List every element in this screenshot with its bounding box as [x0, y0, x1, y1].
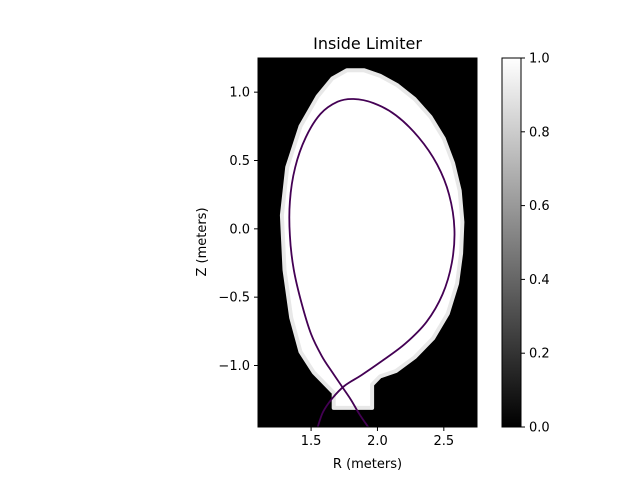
x-axis: 1.5 2.0 2.5: [301, 427, 454, 449]
y-tick-label: 0.0: [229, 222, 250, 237]
colorbar-gradient: [501, 57, 522, 428]
plot-area: [257, 57, 478, 428]
limiter-inside-region: [279, 68, 465, 410]
chart-title: Inside Limiter: [313, 34, 422, 53]
plot-frame: [257, 57, 478, 428]
y-tick-label: −0.5: [218, 291, 250, 306]
y-axis: 1.0 0.5 0.0 −0.5 −1.0: [218, 86, 258, 374]
colorbar-tick-label: 0.8: [529, 125, 550, 140]
colorbar: 1.0 0.8 0.6 0.4 0.2 0.0: [501, 52, 550, 436]
x-tick-label: 2.0: [367, 434, 388, 449]
x-tick-label: 2.5: [433, 434, 454, 449]
y-axis-label: Z (meters): [195, 207, 210, 276]
y-tick-label: 1.0: [229, 86, 250, 101]
colorbar-tick-label: 1.0: [529, 52, 550, 67]
colorbar-tick-label: 0.2: [529, 347, 550, 362]
x-axis-label: R (meters): [333, 457, 402, 472]
y-tick-label: 0.5: [229, 154, 250, 169]
colorbar-tick-label: 0.0: [529, 421, 550, 436]
separatrix-contour: [288, 98, 456, 427]
x-tick-label: 1.5: [301, 434, 322, 449]
colorbar-ticks: 1.0 0.8 0.6 0.4 0.2 0.0: [521, 52, 550, 436]
colorbar-tick-label: 0.6: [529, 199, 550, 214]
colorbar-tick-label: 0.4: [529, 273, 550, 288]
y-tick-label: −1.0: [218, 359, 250, 374]
